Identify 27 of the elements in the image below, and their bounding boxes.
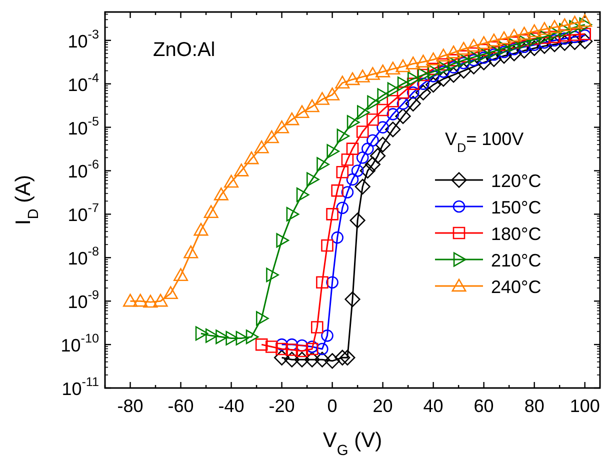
x-tick-label: 20 bbox=[372, 396, 393, 416]
legend-title: V$_{D}$= 100V bbox=[445, 129, 524, 155]
annotation: ZnO:Al bbox=[153, 39, 216, 61]
x-axis-title: V$_{G}$ (V) bbox=[322, 429, 382, 459]
x-tick-label: -60 bbox=[168, 396, 194, 416]
y-tick-label: 10$^{-10}$ bbox=[60, 332, 99, 356]
y-tick-label: 10$^{-3}$ bbox=[68, 28, 99, 52]
y-tick-label: 10$^{-6}$ bbox=[68, 158, 99, 182]
x-tick-label: -40 bbox=[218, 396, 244, 416]
x-tick-label: -80 bbox=[117, 396, 144, 416]
legend-label: 210°C bbox=[491, 250, 542, 270]
x-tick-label: 0 bbox=[327, 396, 338, 416]
x-tick-label: 100 bbox=[570, 396, 600, 416]
x-tick-label: 60 bbox=[474, 396, 494, 416]
legend-label: 120°C bbox=[491, 171, 542, 191]
y-tick-label: 10$^{-8}$ bbox=[68, 244, 99, 268]
x-tick-label: 80 bbox=[524, 396, 544, 416]
x-tick-label: 40 bbox=[423, 396, 444, 416]
y-tick-label: 10$^{-11}$ bbox=[62, 375, 99, 399]
y-tick-label: 10$^{-9}$ bbox=[68, 288, 99, 312]
legend-label: 240°C bbox=[491, 277, 542, 297]
legend-label: 180°C bbox=[491, 224, 542, 244]
y-tick-label: 10$^{-4}$ bbox=[68, 71, 99, 95]
y-tick-label: 10$^{-5}$ bbox=[68, 114, 99, 138]
legend-label: 150°C bbox=[491, 198, 542, 218]
y-tick-label: 10$^{-7}$ bbox=[68, 202, 99, 225]
x-tick-label: -20 bbox=[268, 396, 295, 416]
